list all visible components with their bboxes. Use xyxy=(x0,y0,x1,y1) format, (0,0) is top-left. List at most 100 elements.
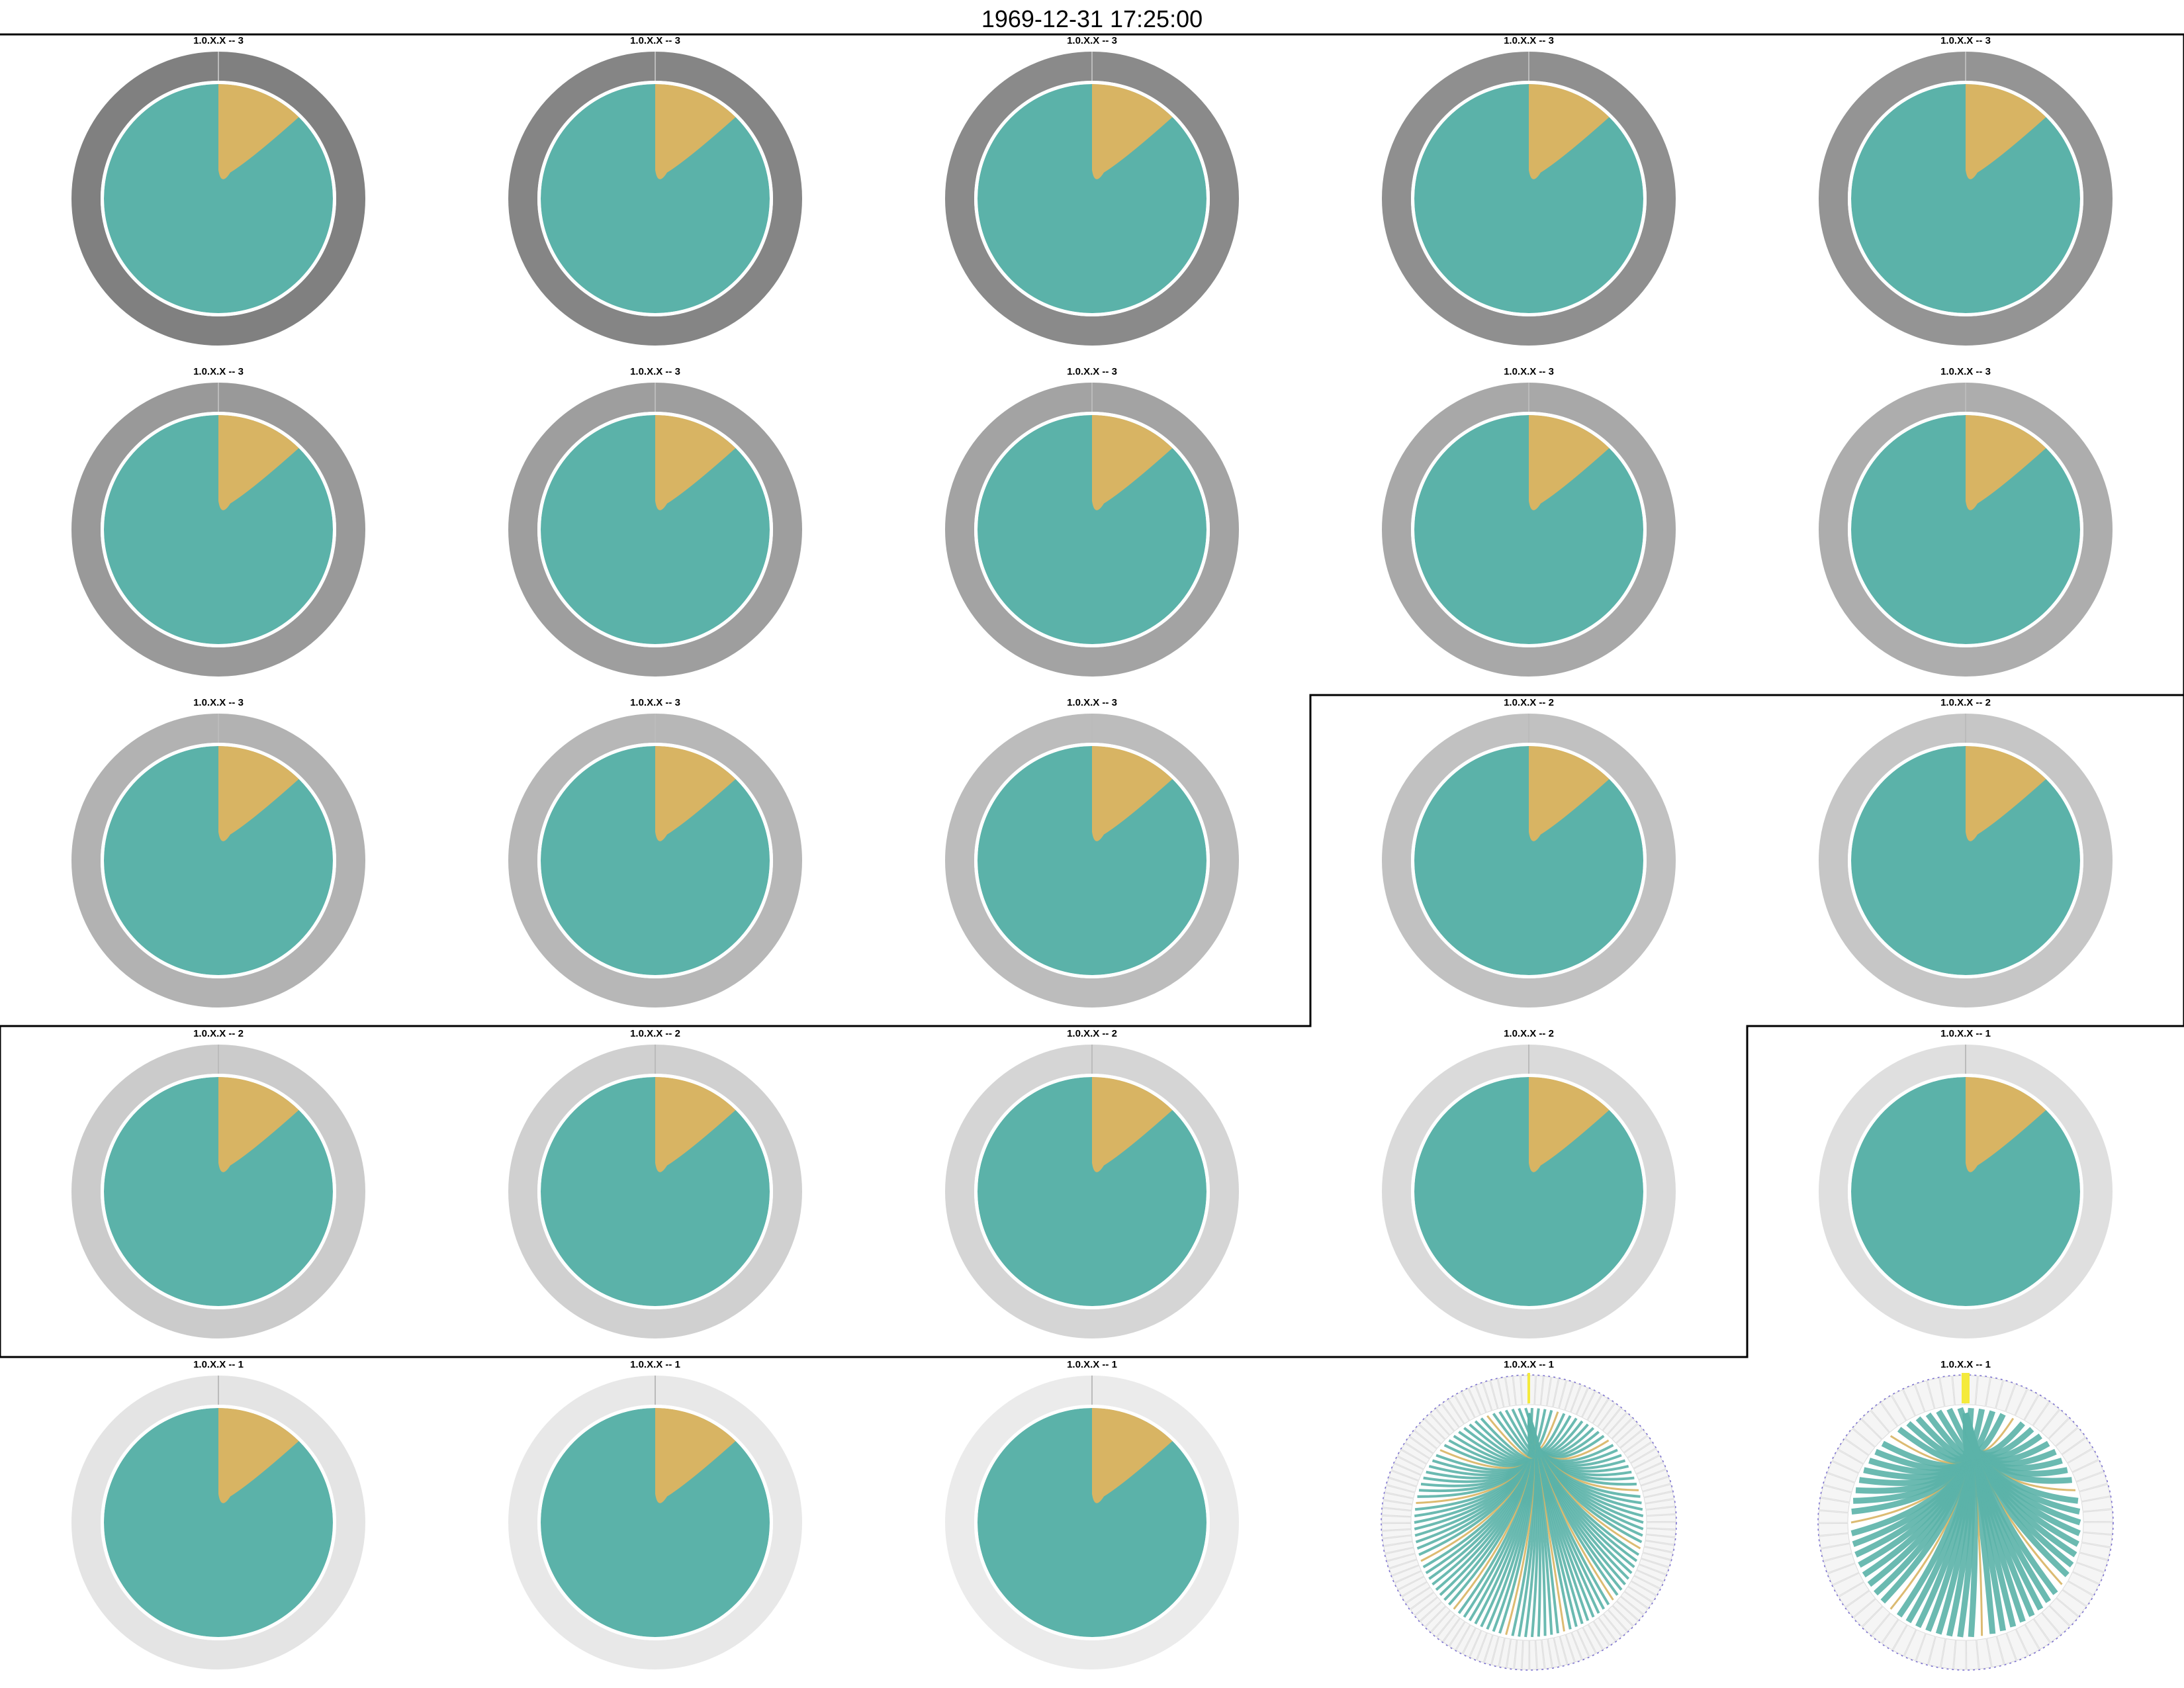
pie-outline xyxy=(976,1406,1208,1639)
ring-segment xyxy=(1882,1618,1907,1650)
ring-segment xyxy=(2005,1383,2027,1416)
ring-segment xyxy=(1477,1632,1493,1663)
ring-segment xyxy=(1498,1377,1510,1408)
ring-segment xyxy=(1844,1428,1876,1456)
slice-teal xyxy=(104,1077,333,1306)
pie-cell-7: 1.0.X.X -- 3 xyxy=(508,366,802,677)
ring-segment xyxy=(1535,1639,1545,1670)
pie-cell-14: 1.0.X.X -- 2 xyxy=(1382,697,1676,1008)
ring-segment xyxy=(1639,1558,1669,1575)
ring-segment xyxy=(1821,1543,1852,1562)
pie-cell-23: 1.0.X.X -- 1 xyxy=(945,1359,1239,1669)
ring-segment xyxy=(1514,1639,1524,1670)
slice-gold xyxy=(218,746,299,841)
ring-segment xyxy=(1435,1403,1459,1432)
ring-segment xyxy=(1506,1638,1517,1669)
slice-teal xyxy=(1851,1077,2080,1306)
ring-segment xyxy=(1469,1385,1486,1416)
slice-teal xyxy=(1414,1077,1643,1306)
ring-segment xyxy=(1385,1547,1416,1562)
ring-segment xyxy=(1903,1384,1925,1417)
ring-segment xyxy=(1641,1552,1672,1568)
pie-cell-24: 1.0.X.X -- 1 xyxy=(1381,1359,1677,1671)
ring-segment xyxy=(1819,1533,1850,1549)
slice-teal xyxy=(978,746,1206,975)
ring-segment xyxy=(1827,1563,1860,1585)
cell-label: 1.0.X.X -- 3 xyxy=(1940,35,1991,46)
slice-gold xyxy=(1092,1408,1173,1503)
pie-outline xyxy=(102,744,335,977)
ring-segment xyxy=(1420,1601,1446,1627)
ring-segment xyxy=(1406,1587,1434,1610)
slice-teal xyxy=(978,1408,1206,1637)
cell-label: 1.0.X.X -- 3 xyxy=(1940,366,1991,377)
pie-outline xyxy=(1849,413,2082,646)
slice-gold xyxy=(1529,746,1610,841)
pie-cell-16: 1.0.X.X -- 2 xyxy=(71,1028,365,1338)
slice-gold xyxy=(655,1408,736,1503)
ring-segment xyxy=(2076,1552,2109,1572)
pie-outline xyxy=(1849,1075,2082,1308)
ring-segment xyxy=(1410,1592,1438,1616)
ring-segment xyxy=(1995,1380,2015,1412)
ring-segment xyxy=(1513,1375,1522,1406)
ring-segment xyxy=(2015,1389,2039,1421)
ring-segment xyxy=(1823,1553,1856,1573)
ring-segments xyxy=(1818,1375,2113,1670)
ring-segment xyxy=(2032,1401,2060,1432)
cell-label: 1.0.X.X -- 2 xyxy=(1067,1028,1117,1039)
ring-segment xyxy=(1455,1624,1476,1654)
ring-segment xyxy=(1642,1483,1673,1498)
slice-gold xyxy=(218,1408,299,1503)
ring-segment xyxy=(1491,1636,1505,1667)
ring-segment xyxy=(1612,1418,1638,1444)
group-borders xyxy=(0,33,2184,1358)
pie-outline xyxy=(976,413,1208,646)
cell-label: 1.0.X.X -- 2 xyxy=(1504,697,1554,708)
ring-segment xyxy=(1986,1636,2005,1667)
ring-segment xyxy=(1469,1630,1487,1660)
ring-segment xyxy=(1643,1540,1674,1553)
pie-cell-11: 1.0.X.X -- 3 xyxy=(71,697,365,1008)
pie-outline xyxy=(976,744,1208,977)
ring-segment xyxy=(1818,1523,1849,1536)
ring-segment xyxy=(1522,1640,1529,1670)
pie-outline xyxy=(539,413,772,646)
ring-segment xyxy=(2006,1628,2028,1661)
slice-teal xyxy=(978,84,1206,313)
ring-segment xyxy=(1414,1597,1442,1622)
ring-segment xyxy=(1425,1606,1451,1632)
ring-segment xyxy=(1529,1640,1537,1670)
ring-segment xyxy=(1419,1419,1445,1444)
ring-segment xyxy=(2024,1395,2050,1427)
ring-segment xyxy=(1638,1469,1669,1486)
ring-segment xyxy=(1891,1389,1916,1421)
slice-gold xyxy=(655,415,736,510)
pie-outline xyxy=(539,744,772,977)
slice-gold xyxy=(1966,415,2046,510)
ring-segment xyxy=(1424,1413,1450,1440)
ring-segment xyxy=(1505,1376,1516,1407)
ring-segment xyxy=(1627,1581,1657,1603)
slice-teal xyxy=(541,84,770,313)
ring-segment xyxy=(1845,1590,1876,1618)
ring-segment xyxy=(1382,1500,1413,1511)
pie-cell-4: 1.0.X.X -- 3 xyxy=(1382,35,1676,346)
slice-teal xyxy=(1851,415,2080,644)
ring-segment xyxy=(2048,1418,2078,1447)
ring-segment xyxy=(1577,1626,1596,1657)
pie-cell-25: 1.0.X.X -- 1 xyxy=(1817,1359,2114,1671)
pie-outline xyxy=(976,82,1208,315)
cell-label: 1.0.X.X -- 1 xyxy=(1940,1359,1991,1370)
pie-cell-6: 1.0.X.X -- 3 xyxy=(71,366,365,677)
pie-cell-21: 1.0.X.X -- 1 xyxy=(71,1359,365,1669)
ring-segment xyxy=(1448,1395,1470,1425)
slice-gold xyxy=(655,84,736,179)
ring-segment xyxy=(1904,1629,1926,1662)
ring-segment xyxy=(1441,1399,1465,1428)
slice-teal xyxy=(978,415,1206,644)
slice-gold xyxy=(1092,84,1173,179)
ring-segment xyxy=(1615,1423,1643,1448)
pie-outline xyxy=(1849,744,2082,977)
slice-teal xyxy=(541,415,770,644)
